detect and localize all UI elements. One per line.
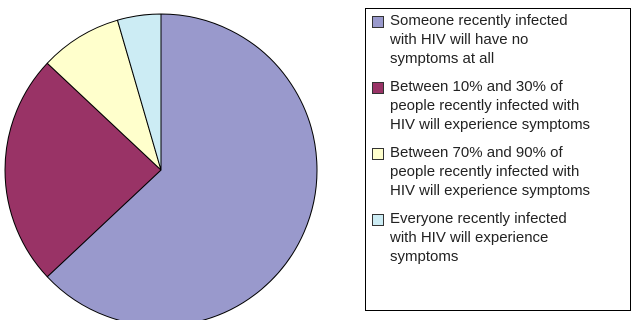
legend-item-70-90-percent: Between 70% and 90% of people recently i… — [372, 143, 626, 200]
pie-slice-everyone — [116, 13, 162, 171]
legend-item-everyone: Everyone recently infected with HIV will… — [372, 209, 626, 266]
legend-label: Between 10% and 30% of people recently i… — [390, 78, 591, 133]
legend-swatch — [372, 214, 384, 226]
legend-swatch — [372, 16, 384, 28]
pie-slice-70-90-percent — [46, 19, 162, 171]
legend-item-10-30-percent: Between 10% and 30% of people recently i… — [372, 77, 626, 134]
legend-swatch — [372, 148, 384, 160]
legend-item-no-symptoms: Someone recently infected with HIV will … — [372, 11, 626, 68]
chart-legend: Someone recently infected with HIV will … — [365, 8, 631, 311]
legend-label: Everyone recently infected with HIV will… — [390, 210, 567, 265]
pie-slice-no-symptoms — [46, 13, 318, 320]
legend-label: Between 70% and 90% of people recently i… — [390, 144, 591, 199]
pie-plot-area — [4, 13, 318, 320]
legend-swatch — [372, 82, 384, 94]
legend-label: Someone recently infected with HIV will … — [390, 12, 568, 67]
pie-slice-10-30-percent — [4, 62, 162, 278]
